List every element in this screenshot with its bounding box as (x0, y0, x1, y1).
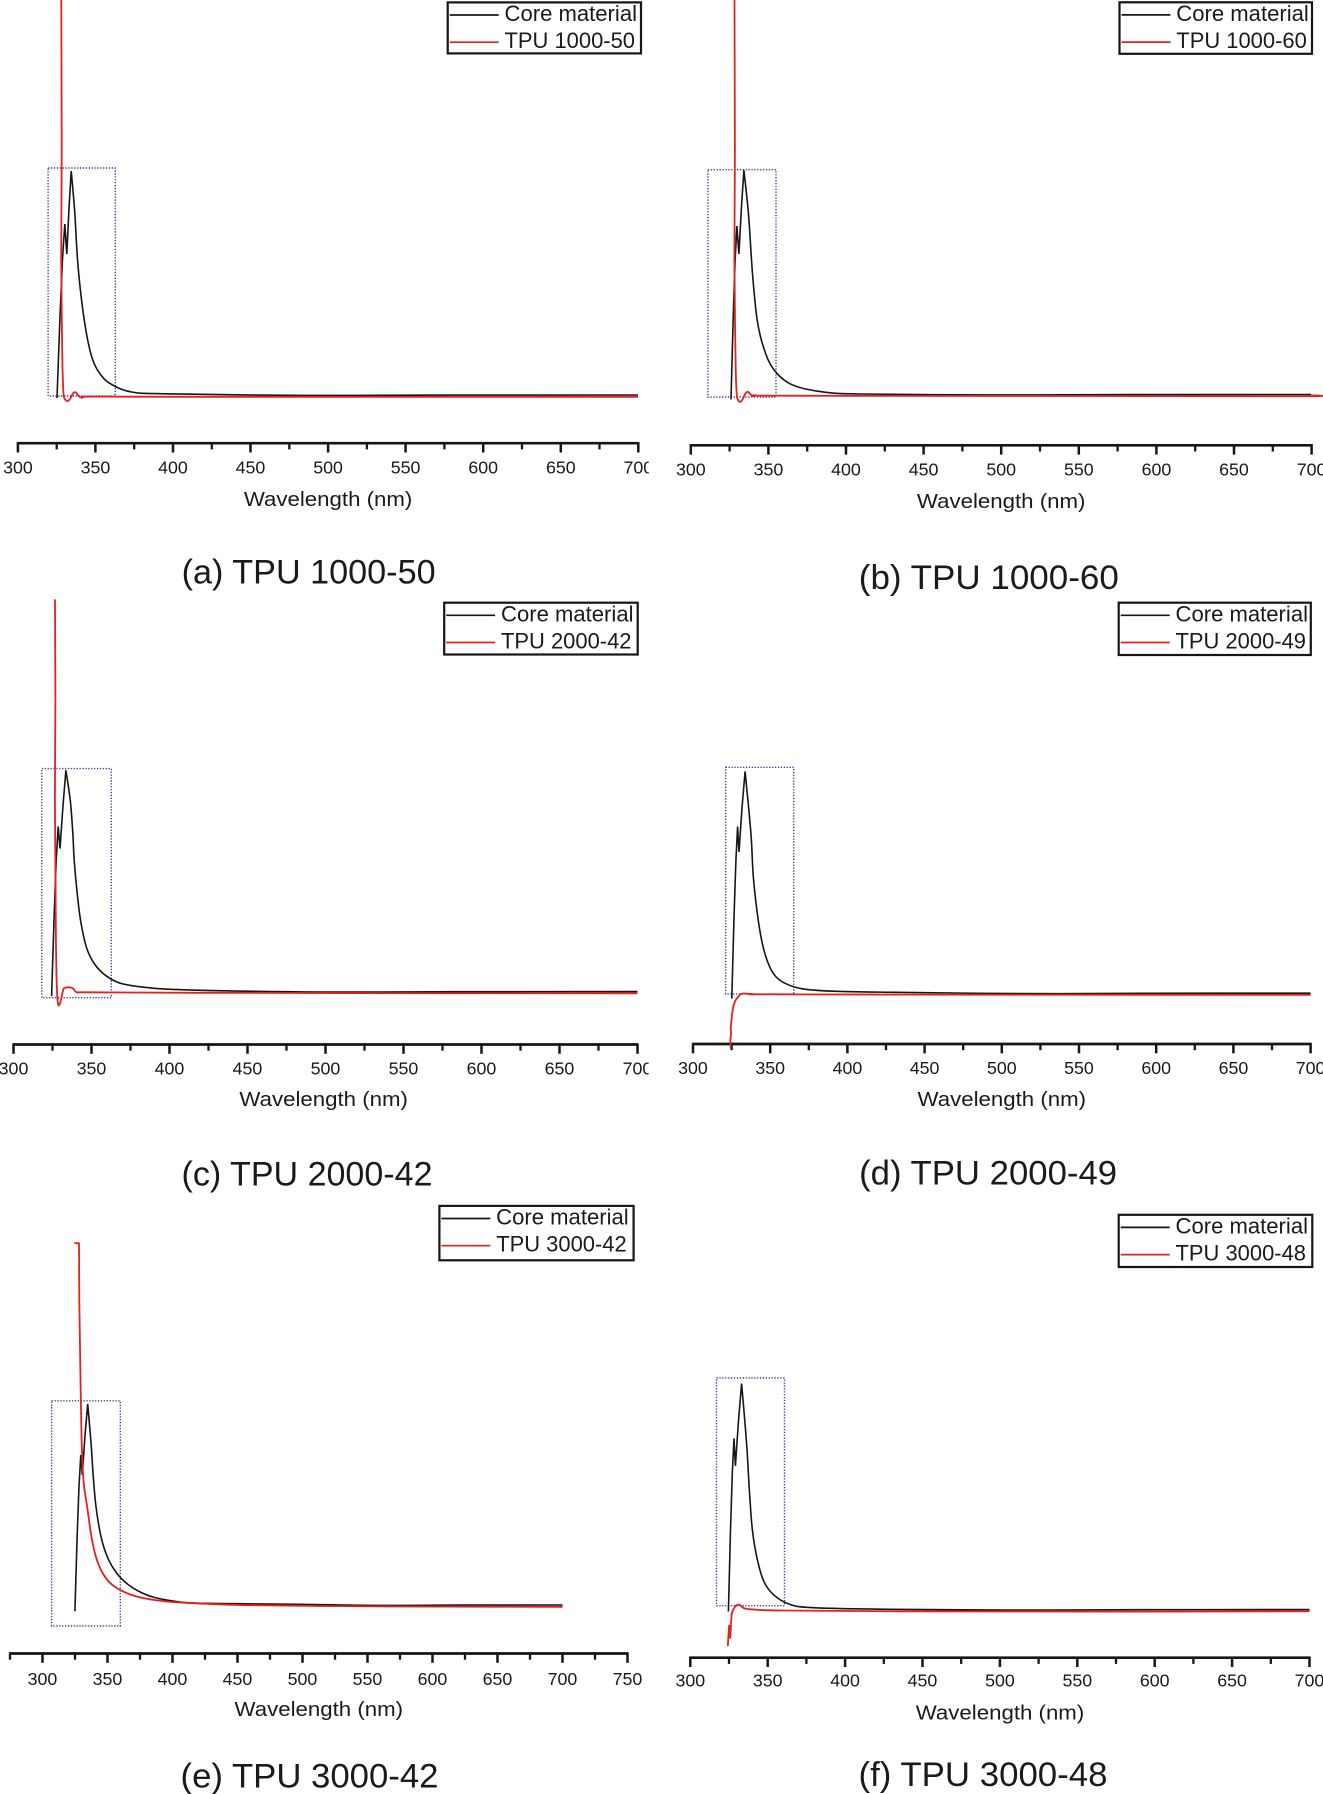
svg-text:700: 700 (1297, 460, 1323, 480)
svg-text:400: 400 (155, 1059, 185, 1079)
svg-text:Wavelength (nm): Wavelength (nm) (244, 488, 413, 511)
svg-text:650: 650 (546, 458, 576, 478)
svg-text:600: 600 (1141, 1058, 1171, 1078)
svg-text:400: 400 (833, 1058, 863, 1078)
svg-text:600: 600 (1140, 1671, 1170, 1691)
svg-text:Core material: Core material (1176, 601, 1309, 626)
svg-text:300: 300 (3, 458, 33, 478)
svg-text:Wavelength (nm): Wavelength (nm) (916, 1702, 1085, 1725)
svg-text:Wavelength (nm): Wavelength (nm) (918, 1088, 1087, 1111)
svg-text:350: 350 (81, 458, 111, 478)
svg-text:400: 400 (831, 460, 861, 480)
svg-text:300: 300 (28, 1669, 58, 1689)
svg-text:(e) TPU 3000-42: (e) TPU 3000-42 (181, 1758, 439, 1794)
svg-text:300: 300 (678, 1058, 708, 1078)
svg-text:500: 500 (313, 458, 343, 478)
svg-text:Wavelength (nm): Wavelength (nm) (235, 1698, 404, 1721)
svg-text:600: 600 (468, 458, 498, 478)
svg-text:450: 450 (236, 458, 266, 478)
svg-text:650: 650 (545, 1059, 575, 1079)
svg-text:550: 550 (389, 1059, 419, 1079)
svg-text:400: 400 (830, 1671, 860, 1691)
svg-text:650: 650 (483, 1669, 513, 1689)
svg-text:TPU 2000-42: TPU 2000-42 (501, 629, 632, 654)
svg-text:550: 550 (1062, 1671, 1092, 1691)
svg-text:(f) TPU 3000-48: (f) TPU 3000-48 (859, 1756, 1108, 1794)
svg-text:500: 500 (987, 1058, 1017, 1078)
svg-text:450: 450 (223, 1669, 253, 1689)
svg-text:(a) TPU 1000-50: (a) TPU 1000-50 (182, 554, 436, 592)
svg-text:Core material: Core material (496, 1205, 629, 1230)
svg-text:700: 700 (623, 1059, 653, 1079)
svg-text:350: 350 (77, 1059, 107, 1079)
svg-text:Wavelength (nm): Wavelength (nm) (917, 490, 1086, 513)
svg-text:350: 350 (93, 1669, 123, 1689)
svg-text:Wavelength (nm): Wavelength (nm) (239, 1088, 408, 1111)
svg-text:TPU 3000-42: TPU 3000-42 (496, 1232, 627, 1257)
svg-text:TPU 1000-60: TPU 1000-60 (1176, 28, 1307, 53)
svg-text:500: 500 (288, 1669, 318, 1689)
svg-text:(b) TPU 1000-60: (b) TPU 1000-60 (859, 559, 1119, 597)
svg-text:500: 500 (986, 460, 1016, 480)
svg-text:TPU 2000-49: TPU 2000-49 (1176, 629, 1307, 654)
svg-text:400: 400 (158, 1669, 188, 1689)
svg-text:Core material: Core material (1176, 1, 1309, 26)
svg-text:450: 450 (910, 1058, 940, 1078)
svg-text:500: 500 (985, 1671, 1015, 1691)
svg-text:350: 350 (753, 1671, 783, 1691)
svg-text:300: 300 (675, 1671, 705, 1691)
svg-text:600: 600 (467, 1059, 497, 1079)
svg-text:550: 550 (1064, 1058, 1094, 1078)
svg-text:500: 500 (311, 1059, 341, 1079)
svg-text:Core material: Core material (501, 601, 634, 626)
svg-text:450: 450 (233, 1059, 263, 1079)
svg-text:550: 550 (391, 458, 421, 478)
svg-text:650: 650 (1217, 1671, 1247, 1691)
svg-text:700: 700 (548, 1669, 578, 1689)
svg-text:600: 600 (418, 1669, 448, 1689)
svg-text:700: 700 (1295, 1671, 1323, 1691)
svg-text:300: 300 (0, 1059, 28, 1079)
svg-text:750: 750 (613, 1669, 643, 1689)
svg-text:650: 650 (1219, 1058, 1249, 1078)
svg-text:400: 400 (158, 458, 188, 478)
svg-text:550: 550 (1064, 460, 1094, 480)
svg-text:(c) TPU 2000-42: (c) TPU 2000-42 (182, 1156, 433, 1194)
svg-text:(d) TPU 2000-49: (d) TPU 2000-49 (859, 1155, 1117, 1193)
svg-text:Core material: Core material (1176, 1213, 1309, 1238)
svg-text:550: 550 (353, 1669, 383, 1689)
svg-text:300: 300 (676, 460, 706, 480)
svg-text:700: 700 (623, 458, 653, 478)
svg-text:650: 650 (1219, 460, 1249, 480)
svg-text:TPU 1000-50: TPU 1000-50 (505, 28, 636, 53)
svg-text:700: 700 (1296, 1058, 1323, 1078)
svg-text:600: 600 (1142, 460, 1172, 480)
svg-text:350: 350 (755, 1058, 785, 1078)
svg-text:350: 350 (754, 460, 784, 480)
svg-text:450: 450 (909, 460, 939, 480)
svg-text:450: 450 (908, 1671, 938, 1691)
svg-text:TPU 3000-48: TPU 3000-48 (1176, 1241, 1307, 1266)
svg-text:Core material: Core material (505, 1, 638, 26)
